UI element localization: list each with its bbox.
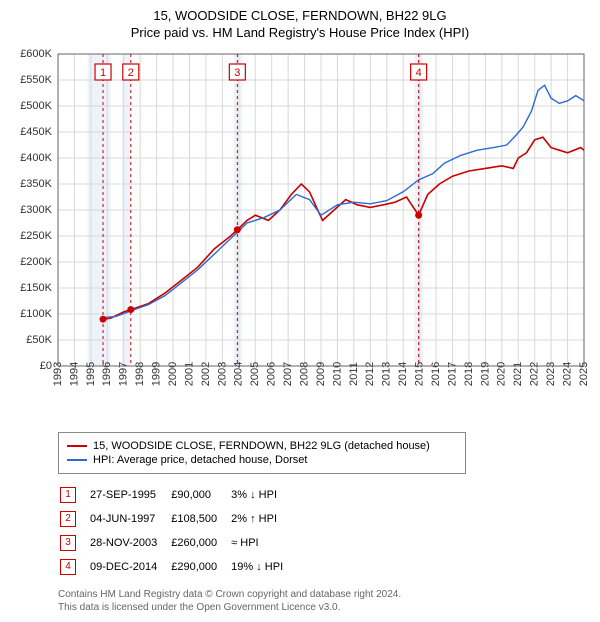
- page-subtitle: Price paid vs. HM Land Registry's House …: [8, 25, 592, 40]
- transaction-price: £290,000: [171, 556, 229, 578]
- svg-text:2000: 2000: [167, 362, 179, 386]
- svg-text:1: 1: [100, 67, 106, 79]
- footer-line-1: Contains HM Land Registry data © Crown c…: [58, 588, 592, 601]
- legend: 15, WOODSIDE CLOSE, FERNDOWN, BH22 9LG (…: [58, 432, 466, 474]
- svg-text:3: 3: [234, 67, 240, 79]
- svg-text:£350K: £350K: [20, 178, 52, 190]
- transactions-table: 127-SEP-1995£90,0003% ↓ HPI204-JUN-1997£…: [58, 482, 297, 580]
- svg-text:2013: 2013: [381, 362, 393, 386]
- svg-text:2018: 2018: [463, 362, 475, 386]
- transaction-date: 04-JUN-1997: [90, 508, 169, 530]
- transaction-price: £90,000: [171, 484, 229, 506]
- transaction-price: £108,500: [171, 508, 229, 530]
- svg-text:2015: 2015: [414, 362, 426, 386]
- svg-text:£300K: £300K: [20, 204, 52, 216]
- svg-text:£0: £0: [40, 360, 52, 372]
- svg-text:1996: 1996: [101, 362, 113, 386]
- transaction-delta: 19% ↓ HPI: [231, 556, 295, 578]
- svg-text:2012: 2012: [364, 362, 376, 386]
- svg-text:2: 2: [128, 67, 134, 79]
- legend-swatch-property: [67, 445, 87, 447]
- svg-text:£250K: £250K: [20, 230, 52, 242]
- svg-text:1994: 1994: [68, 362, 80, 386]
- legend-swatch-hpi: [67, 459, 87, 461]
- svg-text:1998: 1998: [134, 362, 146, 386]
- transaction-marker: 2: [60, 511, 76, 527]
- table-row: 1 27-SEP-1995£90,0003% ↓ HPI: [60, 484, 295, 506]
- svg-text:2002: 2002: [200, 362, 212, 386]
- footer-line-2: This data is licensed under the Open Gov…: [58, 601, 592, 614]
- svg-text:£100K: £100K: [20, 308, 52, 320]
- svg-text:£550K: £550K: [20, 74, 52, 86]
- legend-label-property: 15, WOODSIDE CLOSE, FERNDOWN, BH22 9LG (…: [93, 440, 430, 452]
- footer: Contains HM Land Registry data © Crown c…: [58, 588, 592, 614]
- legend-item-hpi: HPI: Average price, detached house, Dors…: [67, 454, 457, 466]
- transaction-date: 27-SEP-1995: [90, 484, 169, 506]
- svg-text:2024: 2024: [561, 362, 573, 386]
- svg-text:2014: 2014: [397, 362, 409, 386]
- legend-item-property: 15, WOODSIDE CLOSE, FERNDOWN, BH22 9LG (…: [67, 440, 457, 452]
- svg-text:1997: 1997: [118, 362, 130, 386]
- svg-text:2009: 2009: [315, 362, 327, 386]
- svg-text:£50K: £50K: [26, 334, 52, 346]
- transaction-date: 28-NOV-2003: [90, 532, 169, 554]
- price-chart: £0 £50K £100K £150K £200K £250K £300K £350K £400…: [8, 46, 592, 426]
- svg-text:2010: 2010: [331, 362, 343, 386]
- svg-text:2023: 2023: [545, 362, 557, 386]
- svg-text:2001: 2001: [183, 362, 195, 386]
- transaction-delta: ≈ HPI: [231, 532, 295, 554]
- transaction-marker: 4: [60, 559, 76, 575]
- svg-text:£450K: £450K: [20, 126, 52, 138]
- transaction-marker: 1: [60, 487, 76, 503]
- svg-text:2007: 2007: [282, 362, 294, 386]
- table-row: 3 28-NOV-2003£260,000≈ HPI: [60, 532, 295, 554]
- svg-text:2003: 2003: [216, 362, 228, 386]
- svg-text:2006: 2006: [266, 362, 278, 386]
- table-row: 4 09-DEC-2014£290,00019% ↓ HPI: [60, 556, 295, 578]
- transaction-delta: 2% ↑ HPI: [231, 508, 295, 530]
- svg-text:4: 4: [416, 67, 422, 79]
- svg-text:£200K: £200K: [20, 256, 52, 268]
- svg-text:2019: 2019: [479, 362, 491, 386]
- svg-text:£500K: £500K: [20, 100, 52, 112]
- svg-text:1999: 1999: [151, 362, 163, 386]
- legend-label-hpi: HPI: Average price, detached house, Dors…: [93, 454, 307, 466]
- svg-text:2017: 2017: [446, 362, 458, 386]
- svg-text:2021: 2021: [512, 362, 524, 386]
- svg-text:2020: 2020: [496, 362, 508, 386]
- transaction-price: £260,000: [171, 532, 229, 554]
- svg-text:£150K: £150K: [20, 282, 52, 294]
- svg-text:2022: 2022: [529, 362, 541, 386]
- svg-text:£400K: £400K: [20, 152, 52, 164]
- svg-text:2005: 2005: [249, 362, 261, 386]
- transaction-date: 09-DEC-2014: [90, 556, 169, 578]
- table-row: 2 04-JUN-1997£108,5002% ↑ HPI: [60, 508, 295, 530]
- svg-text:£600K: £600K: [20, 48, 52, 60]
- transaction-delta: 3% ↓ HPI: [231, 484, 295, 506]
- svg-text:2016: 2016: [430, 362, 442, 386]
- svg-text:2008: 2008: [298, 362, 310, 386]
- transaction-marker: 3: [60, 535, 76, 551]
- page-title: 15, WOODSIDE CLOSE, FERNDOWN, BH22 9LG: [8, 8, 592, 23]
- svg-text:1995: 1995: [85, 362, 97, 386]
- svg-text:2004: 2004: [233, 362, 245, 386]
